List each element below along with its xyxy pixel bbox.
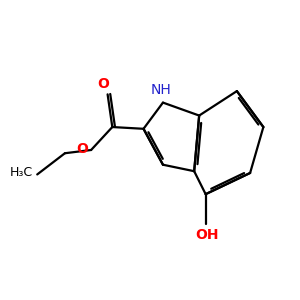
- Text: O: O: [76, 142, 88, 155]
- Text: O: O: [97, 77, 109, 91]
- Text: OH: OH: [195, 228, 219, 242]
- Text: H₃C: H₃C: [10, 167, 33, 179]
- Text: NH: NH: [151, 83, 172, 97]
